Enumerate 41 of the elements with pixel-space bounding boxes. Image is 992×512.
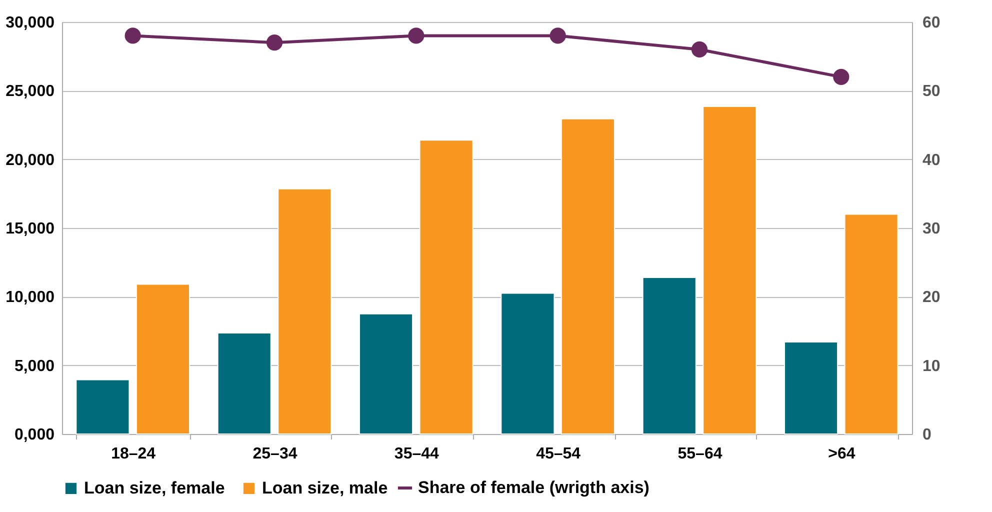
legend-label: Share of female (wrigth axis): [418, 478, 650, 497]
bar: [419, 140, 474, 434]
legend-label: Loan size, male: [262, 478, 388, 498]
y2-tick-label: 30: [922, 220, 940, 238]
point: [266, 34, 283, 51]
y2-tick-label: 10: [922, 358, 940, 375]
legend-label: Loan size, female: [84, 478, 225, 498]
x-tick-label: 18–24: [111, 446, 156, 462]
point: [550, 28, 566, 44]
point: [124, 28, 141, 44]
bar: [642, 276, 696, 434]
point: [408, 28, 424, 44]
point: [833, 68, 850, 85]
x-tick-label: 55–64: [678, 446, 722, 462]
bar: [560, 118, 615, 434]
x-tick-label: >64: [828, 446, 856, 462]
bar: [844, 214, 898, 434]
bar: [500, 292, 555, 434]
bar: [278, 188, 332, 434]
bar: [784, 341, 838, 434]
bar: [217, 332, 272, 434]
y2-tick-label: 40: [922, 152, 940, 169]
y2-tick-label: 0: [922, 426, 932, 444]
y-tick-label: 5,000: [14, 358, 55, 375]
x-tick-label: 25–34: [252, 446, 298, 462]
y-tick-label: 10,000: [6, 289, 55, 306]
y2-tick-label: 60: [922, 14, 940, 32]
point: [691, 41, 708, 58]
bar: [359, 313, 414, 434]
bar: [136, 284, 190, 434]
y-tick-label: 0,000: [14, 426, 55, 444]
y-tick-label: 30,000: [6, 14, 55, 32]
y-tick-label: 15,000: [6, 220, 55, 238]
x-tick-label: 35–44: [394, 446, 440, 462]
bar: [702, 106, 757, 434]
y2-tick-label: 20: [922, 289, 940, 306]
y-tick-label: 20,000: [6, 152, 55, 169]
y-tick-label: 25,000: [6, 83, 55, 100]
bar: [76, 379, 130, 434]
x-tick-label: 45–54: [536, 446, 581, 462]
y2-tick-label: 50: [922, 83, 940, 100]
